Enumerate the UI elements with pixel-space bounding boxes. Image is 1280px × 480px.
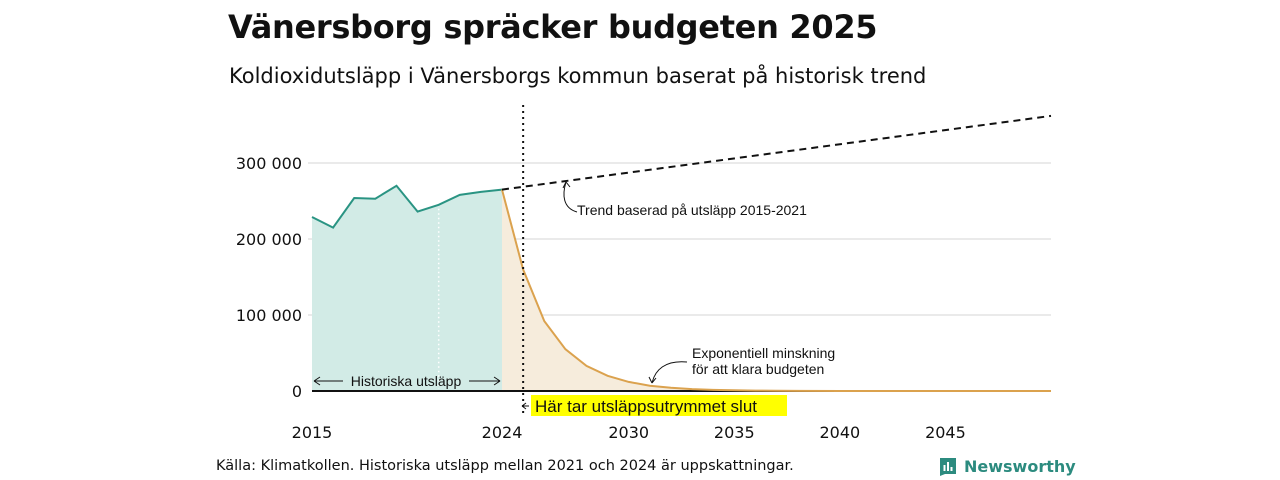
reduction-area	[502, 189, 1051, 391]
historical-line	[311, 184, 503, 229]
reduction-arrowhead	[648, 376, 657, 384]
chart-subtitle: Koldioxidutsläpp i Vänersborgs kommun ba…	[229, 64, 927, 88]
historical-arrow-right	[493, 376, 501, 386]
budget-end-arrow	[521, 402, 529, 410]
reduction-pointer	[651, 361, 688, 384]
series-lines	[311, 105, 1052, 413]
y-tick-label: 0	[292, 382, 302, 401]
chart-title: Vänersborg spräcker budgeten 2025	[228, 8, 878, 46]
reduction-label-line1: Exponentiell minskning	[692, 345, 835, 361]
y-tick-label: 200 000	[236, 230, 302, 249]
x-tick-label: 2045	[925, 423, 966, 442]
budget-end-label: Här tar utsläppsutrymmet slut	[535, 397, 757, 416]
x-tick-label: 2030	[608, 423, 649, 442]
reduction-line	[501, 189, 1051, 392]
axis-ticks: 0 100 000 200 000 300 000 2015 2024 2030 2035 20…	[236, 154, 966, 442]
annotations: Trend baserad på utsläpp 2015-2021 Expone…	[313, 181, 835, 416]
historical-label: Historiska utsläpp	[351, 373, 462, 389]
trend-line	[501, 114, 1052, 191]
trend-arrowhead	[562, 181, 571, 189]
area-fills	[312, 185, 1051, 391]
y-tick-label: 300 000	[236, 154, 302, 173]
historical-area	[312, 185, 502, 391]
bar-chart-icon	[940, 458, 956, 476]
brand-name: Newsworthy	[964, 456, 1076, 476]
reduction-label-line2: för att klara budgeten	[692, 361, 824, 377]
x-tick-label: 2040	[819, 423, 860, 442]
y-tick-label: 100 000	[236, 306, 302, 325]
historical-arrow-left	[313, 376, 321, 386]
trend-label: Trend baserad på utsläpp 2015-2021	[577, 202, 807, 218]
budget-end-highlight	[531, 395, 787, 416]
x-tick-label: 2015	[292, 423, 333, 442]
source-note: Källa: Klimatkollen. Historiska utsläpp …	[216, 458, 794, 474]
trend-pointer	[563, 181, 578, 213]
brand-logo: Newsworthy	[938, 456, 1076, 476]
x-tick-label: 2035	[714, 423, 755, 442]
x-tick-label: 2024	[482, 423, 523, 442]
